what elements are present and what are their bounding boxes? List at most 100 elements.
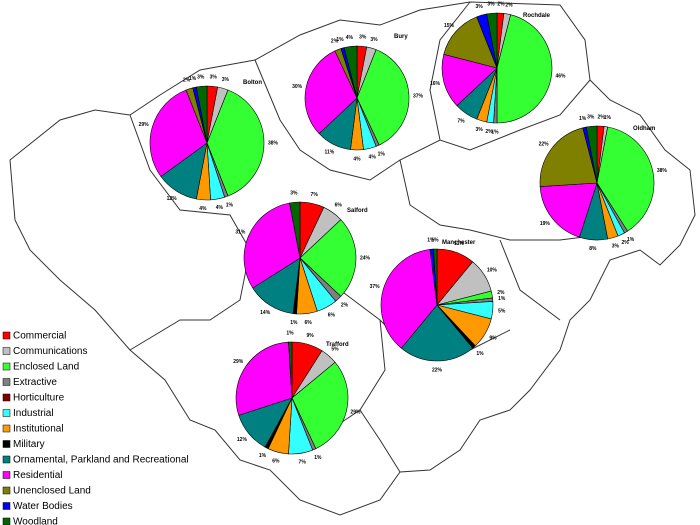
- value-label: 2%: [331, 39, 339, 45]
- value-label: 22%: [539, 142, 550, 148]
- value-label: 37%: [370, 284, 381, 290]
- pie: 11%10%2%1%5%9%1%22%37%1%1% Manchester: [370, 237, 506, 373]
- value-label: 38%: [657, 168, 668, 174]
- legend-label: Industrial: [13, 408, 54, 419]
- value-label: 1%: [189, 76, 197, 82]
- legend-swatch: [2, 393, 11, 402]
- value-label: 1%: [427, 238, 435, 244]
- value-label: 14%: [260, 310, 271, 316]
- value-label: 1%: [476, 351, 484, 357]
- pie-slice: [585, 125, 598, 184]
- pie: 9% 5% 29% 1% 7% 6% 1% 12% 29% 1% Trafford: [233, 330, 361, 465]
- legend-label: Military: [13, 439, 45, 450]
- value-label: 11%: [324, 150, 334, 156]
- value-label: 4%: [216, 205, 224, 211]
- value-label: 6%: [305, 320, 313, 326]
- value-label: 9%: [489, 335, 497, 341]
- value-label: 1%: [627, 237, 635, 243]
- pie-slice: [288, 341, 293, 399]
- legend-swatch: [2, 378, 11, 386]
- legend-swatch: [2, 347, 11, 355]
- value-label: 3%: [612, 244, 620, 250]
- pie: 3% 3%38%1%4%4%12%29%2%1% 3%Bolton: [139, 75, 279, 213]
- pie-label: Bury: [394, 34, 408, 40]
- legend-swatch: [2, 517, 11, 525]
- value-label: 3%: [359, 35, 367, 41]
- value-label: 1%: [378, 151, 386, 157]
- value-label: 16%: [430, 81, 441, 87]
- pie-label: Trafford: [326, 342, 349, 348]
- legend-label: Extractive: [13, 377, 57, 388]
- legend-swatch: [2, 424, 11, 433]
- pie: 2%1%38%1%2%3%8%19%22%1% 3%Oldham: [539, 114, 668, 252]
- pie-label: Manchester: [442, 240, 476, 246]
- value-label: 3%: [476, 4, 484, 10]
- value-label: 3%: [290, 191, 298, 197]
- legend-swatch: [2, 440, 11, 448]
- value-label: 6%: [335, 203, 343, 209]
- legend-swatch: [2, 455, 11, 464]
- pie-slice: [343, 45, 358, 99]
- value-label: 3%: [210, 75, 218, 81]
- pie-slice: [289, 201, 301, 259]
- pie-slice: [243, 202, 301, 289]
- legend-swatch: [2, 502, 11, 510]
- value-label: 1%: [579, 116, 587, 122]
- legend-label: Woodland: [13, 517, 58, 525]
- pie-slice: [496, 14, 553, 124]
- legend-label: Residential: [13, 470, 62, 481]
- value-label: 22%: [432, 367, 443, 373]
- pie-label: Rochdale: [523, 13, 551, 19]
- value-label: 29%: [233, 359, 244, 365]
- legend-label: Communications: [13, 346, 87, 357]
- value-label: 6%: [272, 458, 280, 464]
- value-label: 1%: [259, 453, 267, 459]
- value-label: 7%: [457, 118, 465, 124]
- pie: 3% 3%37%1%4%4%11%30%2%1% 4% Bury: [292, 34, 423, 162]
- pie-slice: [400, 304, 474, 362]
- pie-slice: [443, 16, 498, 69]
- value-label: 3%: [197, 75, 205, 81]
- pie-slice: [304, 50, 358, 135]
- legend-swatch: [2, 471, 11, 479]
- value-label: 3%: [222, 77, 230, 83]
- value-label: 1%: [286, 330, 294, 336]
- legend-label: Institutional: [13, 424, 64, 435]
- value-label: 7%: [299, 460, 307, 466]
- value-label: 1%: [604, 115, 612, 121]
- legend-label: Horticulture: [13, 393, 65, 404]
- value-label: 1%: [431, 237, 439, 243]
- value-label: 2%: [497, 290, 505, 296]
- value-label: 5%: [498, 308, 506, 314]
- value-label: 46%: [555, 73, 566, 79]
- boundaries: [9, 1, 696, 516]
- pie-slice: [380, 249, 438, 349]
- value-label: 1%: [491, 129, 499, 135]
- pie-slice: [539, 182, 598, 238]
- value-label: 7%: [311, 192, 319, 198]
- pie-slice: [235, 341, 293, 416]
- value-label: 1%: [226, 202, 234, 208]
- value-label: 5%: [331, 347, 339, 353]
- value-label: 15%: [444, 23, 455, 29]
- legend-label: Unenclosed Land: [13, 486, 91, 497]
- value-label: 8%: [589, 246, 597, 252]
- pie-label: Oldham: [633, 126, 655, 132]
- value-label: 11%: [454, 241, 464, 247]
- value-label: 10%: [487, 267, 498, 273]
- value-label: 19%: [540, 221, 551, 227]
- pie-slice: [441, 53, 498, 107]
- value-label: 2%: [497, 1, 505, 7]
- legend-label: Water Bodies: [13, 501, 73, 512]
- value-label: 2%: [485, 129, 493, 135]
- value-label: 12%: [167, 196, 178, 202]
- value-label: 2%: [505, 2, 513, 8]
- pie-label: Bolton: [243, 80, 262, 86]
- value-label: 1%: [498, 296, 506, 302]
- pie-slice: [299, 219, 357, 297]
- legend-label: Enclosed Land: [13, 362, 79, 373]
- pie-label: Salford: [347, 208, 368, 214]
- pie-slice: [539, 127, 598, 187]
- value-label: 2%: [598, 114, 606, 120]
